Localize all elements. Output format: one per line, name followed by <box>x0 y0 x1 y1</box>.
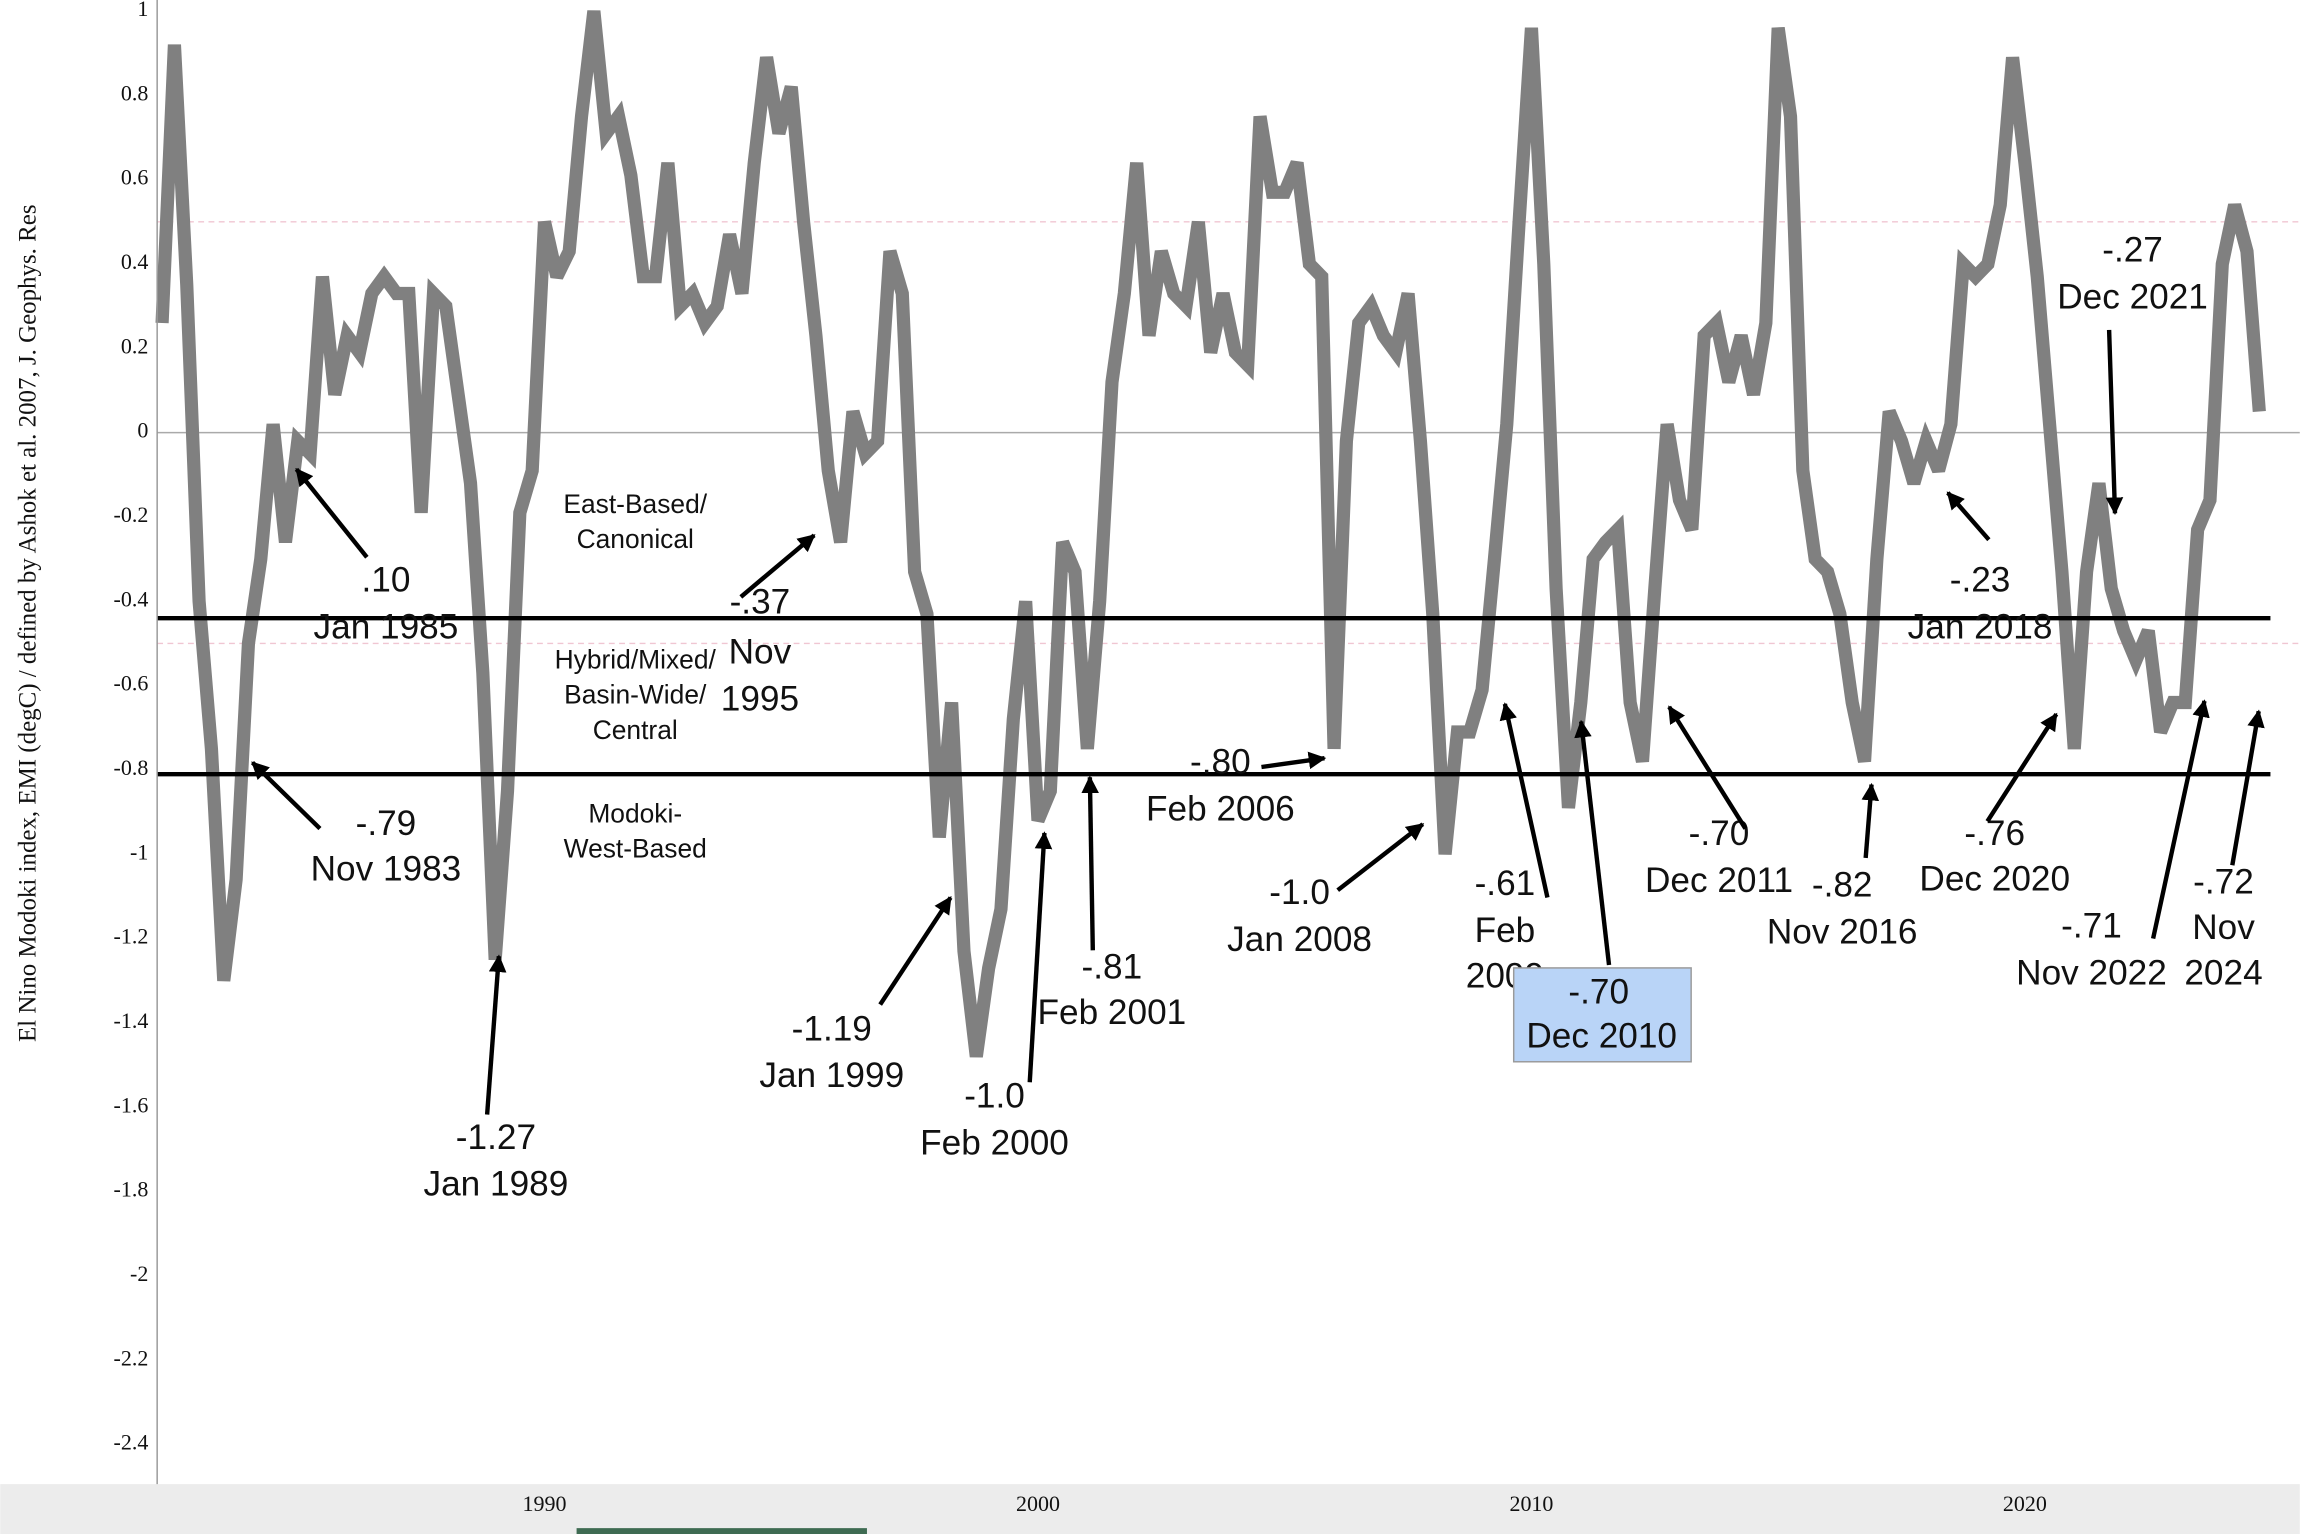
annotation-text: Feb 2001 <box>1038 993 1187 1032</box>
annotation-text: Jan 1989 <box>424 1165 569 1204</box>
annotation-arrow <box>1336 822 1425 892</box>
annotation-arrow <box>1667 705 1748 830</box>
y-tick-label: -1 <box>130 839 148 864</box>
y-tick-label: -1.2 <box>114 924 149 949</box>
annotation-text: -.82 <box>1812 866 1873 905</box>
annotation-text: Nov 2016 <box>1767 912 1918 951</box>
annotation-text: Dec 2020 <box>1919 860 2070 899</box>
annotation-text: 2024 <box>2184 954 2262 993</box>
annotation-text: -1.19 <box>792 1009 872 1048</box>
annotation-text: Jan 1999 <box>759 1056 904 1095</box>
annotation-text: Nov <box>2192 908 2255 947</box>
y-tick-label: -0.2 <box>114 502 149 527</box>
y-tick-label: 0.2 <box>121 333 148 358</box>
annotation-text: Nov 1983 <box>311 849 462 888</box>
annotation-text: .10 <box>361 561 410 600</box>
annotation-arrow <box>250 761 322 831</box>
annotation-text: -.37 <box>730 583 791 622</box>
annotation-text: Dec 2021 <box>2057 277 2208 316</box>
region-label: Modoki- <box>588 798 682 828</box>
y-tick-label: 0 <box>137 418 148 443</box>
annotation-arrow <box>1027 831 1053 1083</box>
annotation-text: -1.27 <box>456 1118 536 1157</box>
annotation-arrow <box>739 533 816 599</box>
scroll-indicator <box>576 1528 867 1534</box>
y-tick-label: -1.8 <box>114 1177 149 1202</box>
annotation-arrow <box>1861 782 1880 859</box>
annotation-highlight <box>1512 967 1692 1063</box>
region-label: Canonical <box>577 524 694 554</box>
annotation-arrow <box>1574 719 1612 966</box>
annotation-text: -1.0 <box>1269 873 1330 912</box>
region-label: East-Based/ <box>563 489 707 519</box>
annotation-arrow <box>2105 329 2124 516</box>
annotation-arrow <box>1261 751 1327 770</box>
annotation-arrow <box>2230 709 2265 866</box>
plot-area <box>155 10 2300 1058</box>
y-tick-label: -1.4 <box>114 1008 149 1033</box>
annotation-text: Jan 2008 <box>1227 920 1372 959</box>
annotation-text: -.71 <box>2061 907 2122 946</box>
y-tick-label: -2.4 <box>114 1430 149 1455</box>
y-tick-label: -0.6 <box>114 671 149 696</box>
region-label: Hybrid/Mixed/ <box>555 644 717 674</box>
x-tick-label: 2020 <box>2003 1491 2047 1516</box>
annotation-text: -.70 <box>1568 973 1629 1012</box>
y-tick-label: -0.8 <box>114 755 149 780</box>
annotation-arrow <box>294 467 369 559</box>
annotation-text: Feb 2000 <box>920 1124 1069 1163</box>
annotation-text: Nov <box>729 632 792 671</box>
region-label: Basin-Wide/ <box>564 680 707 710</box>
x-tick-label: 2000 <box>1016 1491 1060 1516</box>
y-tick-label: 0.6 <box>121 165 148 190</box>
annotation-text: Jan 1985 <box>314 607 459 646</box>
annotation-text: -.72 <box>2193 863 2254 902</box>
annotation-text: Dec 2011 <box>1645 861 1793 900</box>
annotation-text: Feb <box>1475 911 1536 950</box>
annotation-text: Feb 2006 <box>1146 789 1295 828</box>
region-label: Central <box>593 715 678 745</box>
annotation-text: -.81 <box>1082 948 1143 987</box>
annotation-arrow <box>1499 702 1550 898</box>
annotation-text: 1995 <box>721 679 799 718</box>
x-tick-label: 1990 <box>523 1491 567 1516</box>
y-tick-label: 1 <box>137 0 148 21</box>
region-label: West-Based <box>564 834 707 864</box>
annotation-text: Dec 2010 <box>1526 1017 1677 1056</box>
annotation-text: -.80 <box>1190 742 1251 781</box>
annotation-arrow <box>878 896 953 1006</box>
annotation-text: Nov 2022 <box>2016 954 2167 993</box>
data-line <box>155 10 2266 1058</box>
annotation-arrow <box>1985 712 2059 823</box>
annotation-text: -1.0 <box>964 1077 1025 1116</box>
annotation-arrow <box>1946 491 1991 542</box>
bottom-bar <box>0 1484 2300 1534</box>
annotation-text: -.79 <box>356 804 417 843</box>
annotation-text: Jan 2018 <box>1908 607 2053 646</box>
x-tick-label: 2010 <box>1509 1491 1553 1516</box>
y-tick-label: -1.6 <box>114 1092 149 1117</box>
y-tick-label: -2.2 <box>114 1345 149 1370</box>
annotation-arrow <box>1081 775 1099 951</box>
annotation-text: -.27 <box>2102 231 2163 270</box>
y-tick-label: 0.8 <box>121 80 148 105</box>
annotation-arrow <box>484 954 507 1115</box>
y-tick-label: -2 <box>130 1261 148 1286</box>
y-tick-label: -0.4 <box>114 586 149 611</box>
annotation-arrow <box>2150 699 2210 940</box>
annotation-text: -.76 <box>1964 814 2025 853</box>
y-axis-title: El Nino Modoki index, EMI (degC) / defin… <box>14 204 41 1042</box>
annotation-text: -.61 <box>1475 864 1536 903</box>
annotation-text: -.23 <box>1950 561 2011 600</box>
y-tick-label: 0.4 <box>121 249 148 274</box>
